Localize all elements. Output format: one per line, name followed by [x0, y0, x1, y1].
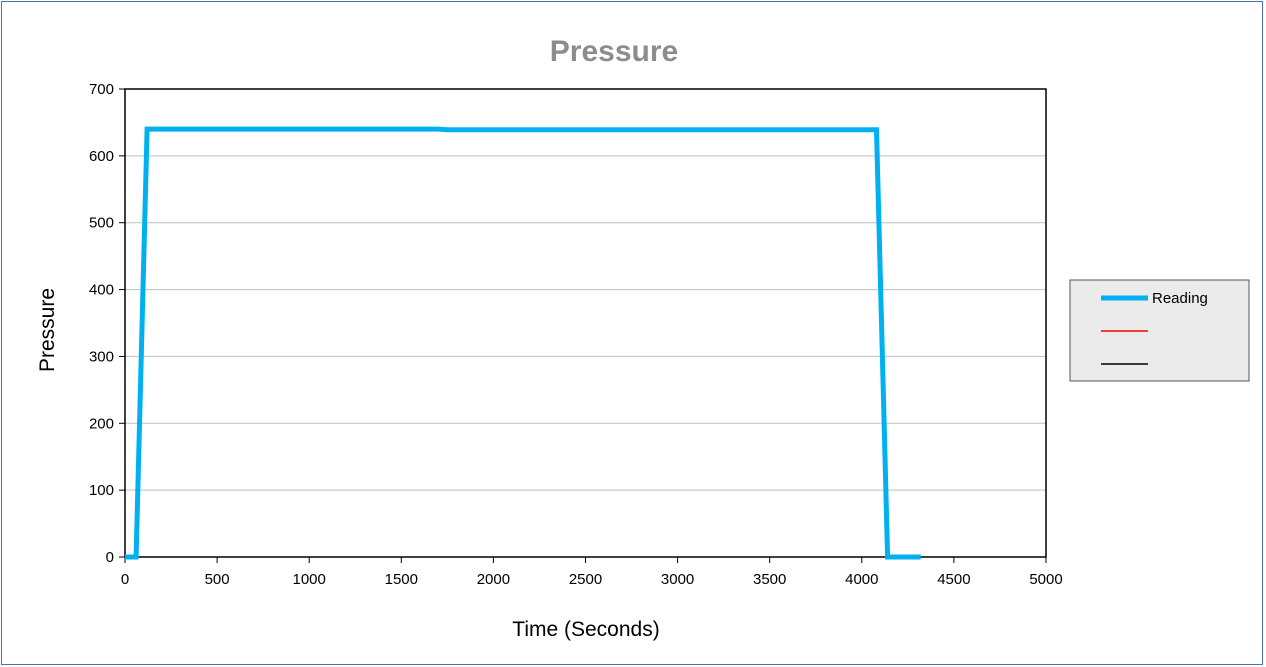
gridlines [125, 155, 1046, 491]
y-tick-label: 400 [89, 282, 114, 299]
x-tick-label: 0 [121, 571, 129, 588]
x-tick-label: 500 [205, 571, 230, 588]
legend-entries: Reading [1101, 290, 1208, 365]
x-tick-label: 5000 [1029, 571, 1062, 588]
x-tick-label: 4500 [937, 571, 970, 588]
x-tick-label: 3000 [661, 571, 694, 588]
y-tick-label: 600 [89, 148, 114, 165]
x-tick-label: 2500 [569, 571, 602, 588]
y-tick-label: 100 [89, 482, 114, 499]
x-axis-label: Time (Seconds) [512, 618, 659, 641]
x-tick-label: 1500 [385, 571, 418, 588]
y-tick-label: 300 [89, 348, 114, 365]
axis-ticks: 0 100 200 300 400 500 600 700 0 500 1000 1500 2000 25… [89, 81, 1063, 588]
y-tick-label: 0 [106, 549, 114, 566]
x-tick-label: 1000 [293, 571, 326, 588]
legend-box [1069, 279, 1250, 382]
x-tick-label: 3500 [753, 571, 786, 588]
series-lines [125, 126, 921, 560]
y-tick-label: 500 [89, 215, 114, 232]
x-tick-label: 4000 [845, 571, 878, 588]
y-tick-label: 200 [89, 415, 114, 432]
plot-area [124, 88, 1047, 558]
legend-label: Reading [1152, 290, 1208, 307]
y-tick-label: 700 [89, 81, 114, 98]
y-axis-label: Pressure [36, 288, 59, 372]
series-line-reading [125, 126, 921, 560]
x-tick-label: 2000 [477, 571, 510, 588]
chart-title: Pressure [550, 35, 678, 68]
